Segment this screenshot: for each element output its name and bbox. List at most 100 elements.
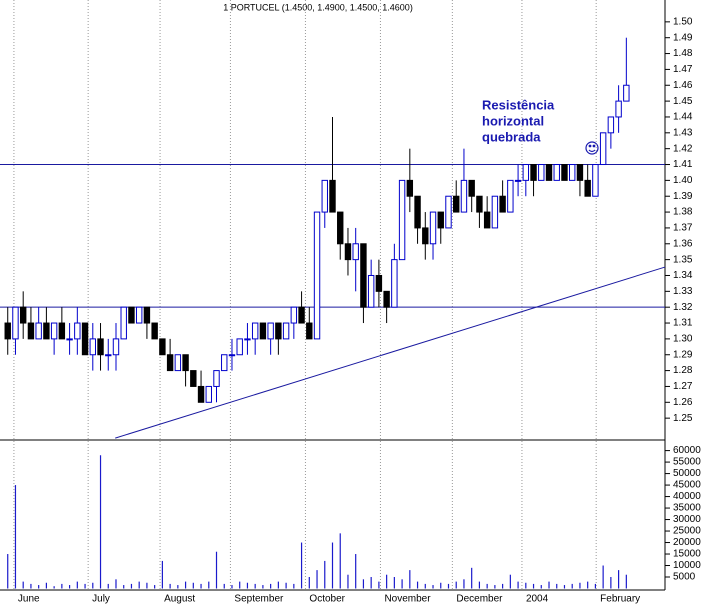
x-tick-label: August (164, 594, 195, 604)
candle-body (360, 243, 367, 308)
candle-body (205, 385, 212, 403)
y2-tick-label: 10000 (673, 560, 701, 571)
x-tick-label: September (234, 594, 284, 604)
y-tick-label: 1.48 (673, 48, 693, 59)
candle-body (391, 259, 398, 308)
y-tick-label: 1.26 (673, 397, 693, 408)
annotation: Resistência (482, 97, 555, 112)
candle-body (151, 322, 158, 340)
y-tick-label: 1.34 (673, 270, 693, 281)
candle-body (306, 322, 313, 340)
candle-body (321, 179, 328, 213)
candle-body (530, 164, 537, 181)
candle-body (569, 164, 576, 181)
smiley (585, 141, 599, 155)
y-tick-label: 1.42 (673, 143, 693, 154)
candle-body (112, 338, 120, 356)
candle-body (507, 179, 514, 213)
candle-body (35, 322, 42, 340)
candle-body (623, 84, 630, 102)
y-tick-label: 1.27 (673, 381, 693, 392)
candle-body (561, 164, 568, 181)
candle-body (275, 322, 282, 340)
candle-body (592, 164, 599, 197)
candle-body (398, 179, 406, 261)
candle-body (213, 370, 220, 387)
candle-body (344, 243, 352, 261)
candle-body (576, 164, 584, 181)
candle-body (375, 274, 383, 292)
candle-body (228, 354, 236, 357)
candle-body (607, 116, 615, 134)
x-tick-label: October (309, 594, 345, 604)
y-tick-label: 1.33 (673, 286, 693, 297)
candle-body (599, 132, 607, 166)
candle-body (81, 322, 89, 356)
candle-body (244, 338, 251, 341)
candle-body (453, 195, 460, 213)
candle-body (174, 354, 182, 372)
y2-tick-label: 50000 (673, 468, 701, 479)
candle-body (159, 338, 166, 356)
annotation: horizontal (482, 113, 544, 128)
candle-body (429, 211, 437, 245)
candle-body (66, 338, 73, 341)
y-tick-label: 1.41 (673, 159, 693, 170)
candle-body (120, 306, 127, 340)
candle-body (282, 322, 290, 340)
y2-tick-label: 20000 (673, 537, 701, 548)
candle-body (50, 322, 58, 340)
candle-body (615, 100, 622, 118)
candle-body (166, 354, 174, 372)
trend-line (115, 266, 666, 439)
y-tick-label: 1.47 (673, 64, 693, 75)
candle-body (476, 195, 483, 213)
y2-tick-label: 35000 (673, 503, 701, 514)
candle-body (460, 179, 468, 213)
y-tick-label: 1.49 (673, 32, 693, 43)
y-tick-label: 1.28 (673, 365, 693, 376)
candle-body (58, 322, 66, 340)
candle-body (298, 306, 305, 324)
candle-body (352, 243, 359, 261)
candle-body (313, 211, 321, 340)
y-tick-label: 1.25 (673, 413, 693, 424)
x-tick-label: February (600, 594, 640, 604)
candle-body (553, 164, 560, 181)
candle-body (89, 338, 96, 356)
candle-body (445, 195, 452, 229)
y2-tick-label: 25000 (673, 526, 701, 537)
candle-body (437, 211, 444, 229)
candle-body (329, 179, 336, 213)
candle-body (43, 322, 50, 340)
candle-body (499, 195, 506, 213)
candle-body (97, 338, 104, 356)
x-tick-label: December (456, 594, 503, 604)
y-tick-label: 1.39 (673, 191, 693, 202)
y-tick-label: 1.30 (673, 334, 693, 345)
y-tick-label: 1.45 (673, 96, 693, 107)
y-tick-label: 1.31 (673, 318, 693, 329)
candle-body (135, 306, 143, 324)
candle-body (251, 322, 259, 340)
candle-body (267, 322, 274, 340)
annotation: quebrada (482, 129, 541, 144)
candle-body (514, 179, 522, 182)
candle-body (414, 195, 421, 229)
candle-body (128, 306, 135, 324)
x-tick-label: 2004 (526, 594, 549, 604)
candle-body (182, 354, 189, 372)
candle-body (584, 179, 591, 197)
y-tick-label: 1.38 (673, 207, 693, 218)
candle-body (221, 354, 228, 372)
candle-body (12, 306, 19, 340)
candle-body (468, 179, 475, 197)
candle-body (143, 306, 151, 324)
x-tick-label: July (92, 594, 110, 604)
candle-body (383, 290, 390, 308)
candle-body (406, 179, 414, 197)
y2-tick-label: 5000 (673, 572, 696, 583)
candle-body (27, 322, 35, 340)
candle-body (259, 322, 267, 340)
